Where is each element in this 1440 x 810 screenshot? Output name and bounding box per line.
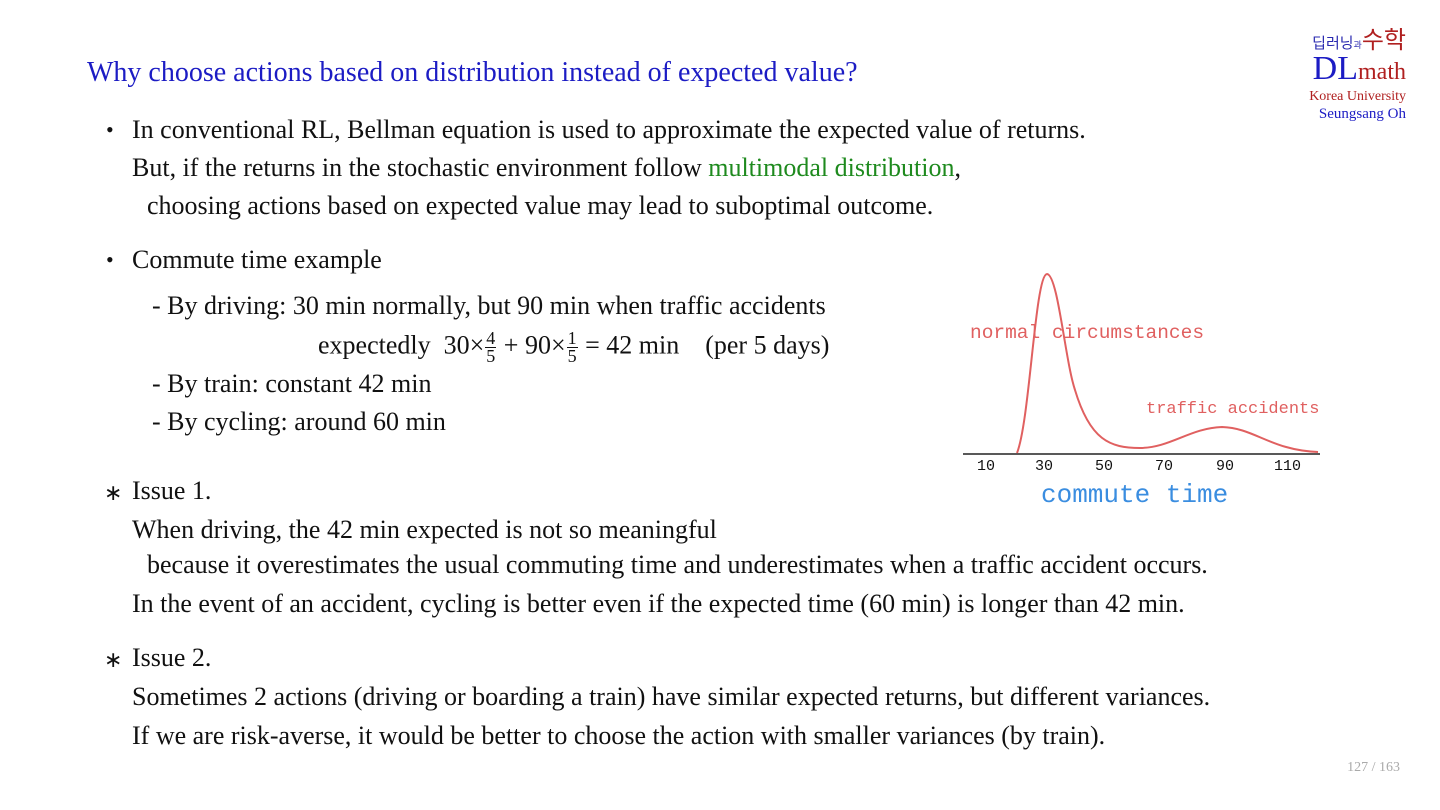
train-line: - By train: constant 42 min [152, 369, 432, 398]
logo: 딥러닝과수학 DLmath Korea University Seungsang… [1309, 28, 1406, 123]
page-number: 127 / 163 [1347, 760, 1400, 775]
issue1-line2: because it overestimates the usual commu… [147, 550, 1208, 579]
bullet-marker: • [106, 247, 114, 272]
issue2-line1: Sometimes 2 actions (driving or boarding… [132, 682, 1211, 711]
issue1-line1: When driving, the 42 min expected is not… [132, 515, 717, 544]
x-axis-label: commute time [1041, 480, 1229, 510]
bullet1-line1: In conventional RL, Bellman equation is … [132, 115, 1086, 144]
issue1-line3: In the event of an accident, cycling is … [132, 589, 1185, 618]
tick-label: 10 [977, 458, 996, 475]
label-normal: normal circumstances [970, 322, 1205, 344]
text: = 42 min [585, 330, 680, 360]
star-marker: ∗ [104, 647, 123, 672]
label-accident: traffic accidents [1146, 400, 1320, 419]
logo-author: Seungsang Oh [1318, 106, 1406, 122]
logo-university: Korea University [1309, 89, 1406, 104]
tick-label: 70 [1155, 458, 1174, 475]
highlight-multimodal: multimodal distribution [708, 153, 955, 182]
text: (per 5 days) [705, 330, 830, 360]
expectation-formula: expectedly 30× 4 5 + 90× 1 5 = 42 min (per 5… [318, 328, 830, 366]
bullet-marker: • [106, 117, 114, 142]
text: But, if the returns in the stochastic en… [132, 153, 709, 182]
text: 30× [443, 330, 485, 360]
distribution-curve [1016, 272, 1319, 454]
logo-korean-right: 수학 [1361, 28, 1406, 54]
bullet1-line2: But, if the returns in the stochastic en… [132, 153, 961, 183]
issue1-heading: Issue 1. [132, 476, 212, 505]
issue2-heading: Issue 2. [132, 643, 212, 672]
star-marker: ∗ [104, 480, 123, 505]
driving-line: - By driving: 30 min normally, but 90 mi… [152, 291, 826, 320]
logo-math: math [1358, 59, 1406, 85]
denominator: 5 [486, 346, 496, 366]
issue2-line2: If we are risk-averse, it would be bette… [132, 721, 1106, 750]
text: expectedly [318, 330, 431, 360]
denominator: 5 [567, 346, 577, 366]
tick-label: 30 [1035, 458, 1054, 475]
numerator: 4 [485, 328, 497, 348]
logo-dl: DL [1312, 50, 1358, 87]
text: + 90× [503, 330, 566, 360]
bullet1-line3: choosing actions based on expected value… [147, 191, 934, 220]
tick-label: 90 [1216, 458, 1235, 475]
cycling-line: - By cycling: around 60 min [152, 407, 446, 436]
numerator: 1 [566, 328, 578, 348]
slide-title: Why choose actions based on distribution… [87, 57, 858, 88]
text: , [954, 153, 962, 182]
logo-korean: 딥러닝 [1312, 36, 1354, 52]
bullet2-heading: Commute time example [132, 245, 382, 274]
tick-label: 50 [1095, 458, 1114, 475]
logo-korean-mid: 과 [1353, 40, 1362, 50]
tick-label: 110 [1274, 458, 1302, 475]
